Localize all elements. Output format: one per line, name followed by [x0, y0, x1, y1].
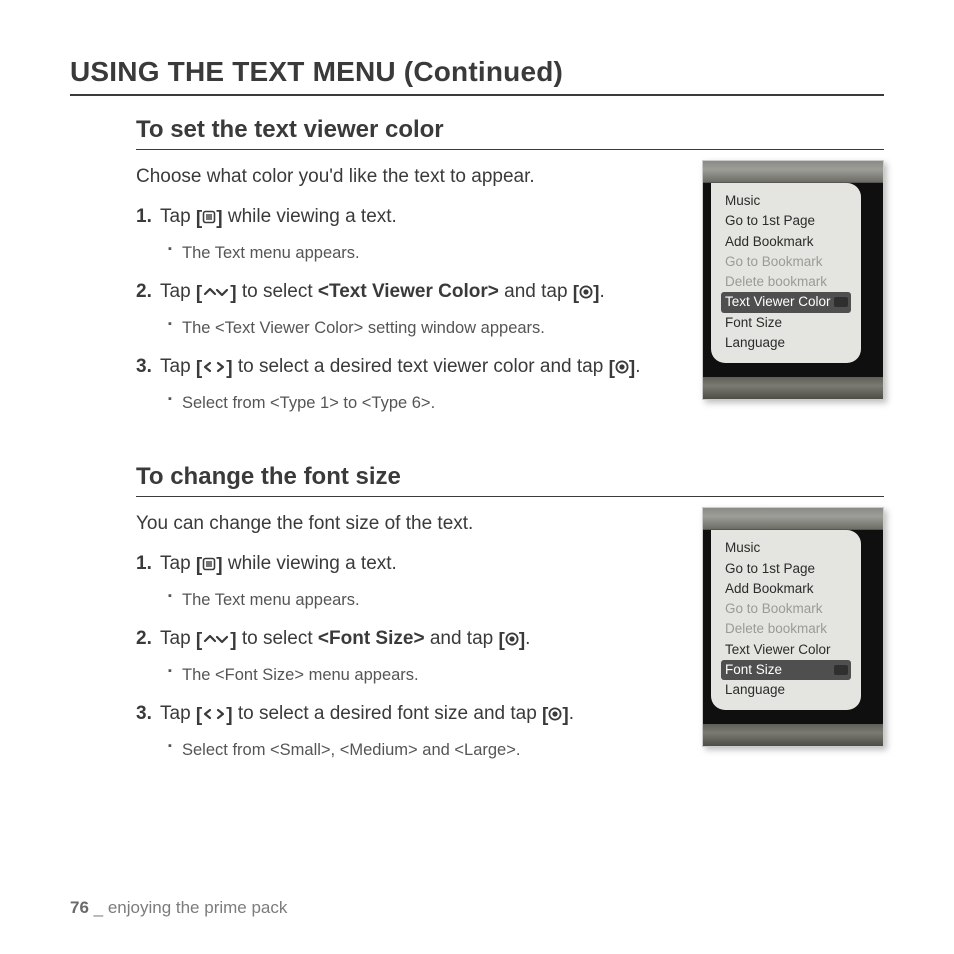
- device-menu-item: Font Size: [721, 313, 851, 333]
- device-titlebar: [703, 161, 883, 183]
- step: 2.Tap [] to select <Font Size> and tap […: [136, 628, 666, 652]
- device-screenshot: MusicGo to 1st PageAdd BookmarkGo to Boo…: [702, 507, 884, 747]
- step-number: 3.: [136, 703, 160, 725]
- device-menu: MusicGo to 1st PageAdd BookmarkGo to Boo…: [711, 530, 861, 710]
- device-menu-item: Add Bookmark: [721, 579, 851, 599]
- step-number: 2.: [136, 628, 160, 650]
- device-menu-item: Go to Bookmark: [721, 252, 851, 272]
- device-menu-item: Text Viewer Color: [721, 640, 851, 660]
- chapter-name: enjoying the prime pack: [108, 898, 288, 917]
- device-menu-item: Delete bookmark: [721, 619, 851, 639]
- section-title: To change the font size: [136, 463, 884, 497]
- device-menu-item: Go to 1st Page: [721, 211, 851, 231]
- section-title: To set the text viewer color: [136, 116, 884, 150]
- device-menu-item: Add Bookmark: [721, 232, 851, 252]
- menu-icon: []: [196, 208, 223, 230]
- step-text: Tap [] to select <Font Size> and tap [].: [160, 628, 530, 649]
- ok-circle-icon: []: [573, 283, 600, 305]
- device-menu-item: Delete bookmark: [721, 272, 851, 292]
- section: To change the font sizeYou can change th…: [136, 463, 884, 762]
- step-text: Tap [] to select a desired text viewer c…: [160, 356, 641, 377]
- section: To set the text viewer colorChoose what …: [136, 116, 884, 415]
- step: 1.Tap [] while viewing a text.: [136, 553, 666, 577]
- device-screenshot: MusicGo to 1st PageAdd BookmarkGo to Boo…: [702, 160, 884, 400]
- up-down-icon: []: [196, 630, 237, 652]
- step: 1.Tap [] while viewing a text.: [136, 206, 666, 230]
- ok-circle-icon: []: [499, 630, 526, 652]
- page-title: USING THE TEXT MENU (Continued): [70, 56, 884, 96]
- device-menu-item: Font Size: [721, 660, 851, 680]
- device-menu-item: Language: [721, 680, 851, 700]
- step-number: 3.: [136, 356, 160, 378]
- page-footer: 76 _ enjoying the prime pack: [70, 898, 287, 918]
- up-down-icon: []: [196, 283, 237, 305]
- footer-sep: _: [89, 898, 108, 917]
- menu-icon: []: [196, 555, 223, 577]
- step-number: 1.: [136, 206, 160, 228]
- device-bottombar: [703, 377, 883, 399]
- step: 2.Tap [] to select <Text Viewer Color> a…: [136, 281, 666, 305]
- step-text: Tap [] to select <Text Viewer Color> and…: [160, 281, 605, 302]
- ok-circle-icon: []: [609, 358, 636, 380]
- step-number: 1.: [136, 553, 160, 575]
- step-number: 2.: [136, 281, 160, 303]
- device-bottombar: [703, 724, 883, 746]
- device-menu-item: Music: [721, 191, 851, 211]
- left-right-icon: []: [196, 358, 233, 380]
- step: 3.Tap [] to select a desired text viewer…: [136, 356, 666, 380]
- device-menu-item: Music: [721, 538, 851, 558]
- device-titlebar: [703, 508, 883, 530]
- step-text: Tap [] to select a desired font size and…: [160, 703, 574, 724]
- device-menu-item: Text Viewer Color: [721, 292, 851, 312]
- device-menu-item: Go to Bookmark: [721, 599, 851, 619]
- ok-circle-icon: []: [542, 705, 569, 727]
- page-number: 76: [70, 898, 89, 917]
- step: 3.Tap [] to select a desired font size a…: [136, 703, 666, 727]
- step-text: Tap [] while viewing a text.: [160, 206, 397, 227]
- left-right-icon: []: [196, 705, 233, 727]
- device-menu-item: Language: [721, 333, 851, 353]
- step-text: Tap [] while viewing a text.: [160, 553, 397, 574]
- device-menu: MusicGo to 1st PageAdd BookmarkGo to Boo…: [711, 183, 861, 363]
- device-menu-item: Go to 1st Page: [721, 559, 851, 579]
